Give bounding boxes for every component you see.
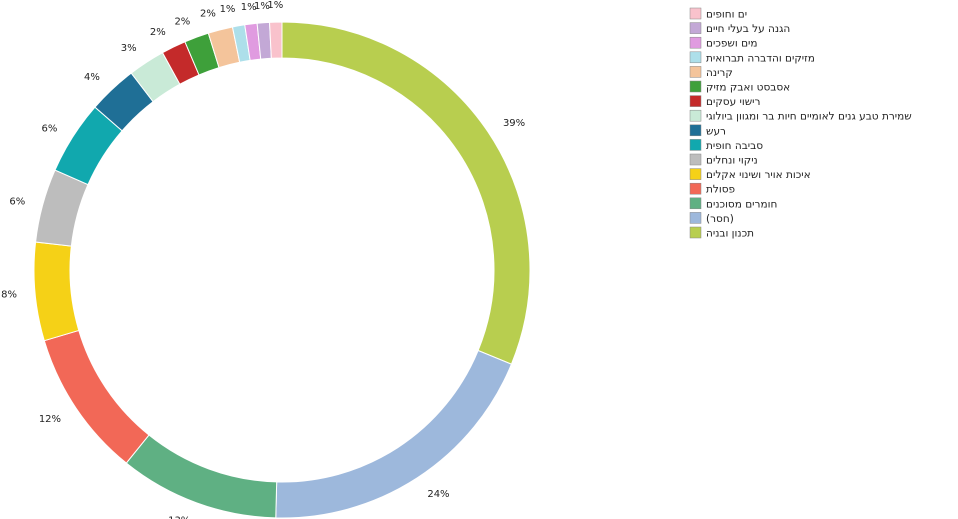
legend-label: מים ושפכים <box>706 38 758 50</box>
legend-label: חומרים מסוכנים <box>706 198 777 210</box>
legend-label: פסולת <box>706 184 735 196</box>
legend-label: ים וחופים <box>706 9 747 21</box>
legend-swatch <box>689 139 702 151</box>
legend-label: סביבה חופית <box>706 140 763 152</box>
slice-percent-label: 2% <box>174 16 190 27</box>
legend-swatch <box>689 95 702 107</box>
legend-label: מזיקים והדברה תברואית <box>706 52 815 64</box>
donut-slice <box>43 329 150 464</box>
legend-label: (חסר) <box>706 213 734 225</box>
legend: ים וחופים הגנה על בעלי חיים מים ושפכים מזיק… <box>689 7 912 240</box>
slice-percent-label: 6% <box>9 197 25 208</box>
legend-swatch <box>689 109 702 122</box>
donut-slice <box>33 241 80 342</box>
slice-percent-label: 2% <box>150 27 166 38</box>
slice-percent-label: 8% <box>1 289 17 300</box>
legend-swatch <box>689 36 702 49</box>
legend-swatch <box>689 197 702 210</box>
legend-swatch <box>689 22 702 34</box>
legend-label: רישוי עסקים <box>706 96 760 108</box>
legend-label: ניקוי ונחלים <box>706 155 758 167</box>
legend-swatch <box>689 124 702 137</box>
legend-swatch <box>689 80 702 93</box>
donut-slice <box>269 21 283 59</box>
slice-percent-label: 39% <box>503 118 525 129</box>
slice-percent-label: 13% <box>168 516 190 519</box>
donut-slices <box>33 21 531 519</box>
legend-label: תכנון ובניה <box>706 228 754 240</box>
legend-swatch <box>689 153 702 166</box>
legend-swatch <box>689 51 702 64</box>
legend-swatch <box>689 182 702 195</box>
slice-percent-label: 6% <box>42 123 58 134</box>
donut-slice <box>281 21 531 365</box>
slice-percent-label: 1% <box>241 2 257 13</box>
legend-label: איכות אויר ושינוי אקלים <box>706 169 811 181</box>
slice-percent-label: 1% <box>267 0 283 11</box>
slice-percent-label: 1% <box>254 1 270 12</box>
legend-label: קרינה <box>706 67 733 79</box>
slice-percent-label: 3% <box>121 43 137 54</box>
legend-swatch <box>689 66 702 78</box>
donut-slice <box>275 349 513 519</box>
slice-percent-label: 24% <box>427 489 449 500</box>
legend-label: הגנה על בעלי חיים <box>706 23 790 35</box>
legend-label: אסבסט ואבק מזיק <box>706 82 790 94</box>
legend-label: רעש <box>706 125 726 137</box>
legend-label: שמירת טבע גנים לאומיים חיות בר ומגוון בי… <box>706 111 912 123</box>
legend-swatch <box>689 7 702 20</box>
legend-swatch <box>689 212 702 224</box>
legend-swatch <box>689 168 702 180</box>
donut-slice <box>125 434 278 519</box>
slice-percent-label: 2% <box>200 8 216 19</box>
slice-percent-label: 1% <box>220 4 236 15</box>
slice-percent-label: 4% <box>84 72 100 83</box>
legend-swatch <box>689 226 702 239</box>
percent-labels: 39%24%13%12%8%6%6%4%3%2%2%2%1%1%1%1% <box>1 0 525 519</box>
slice-percent-label: 12% <box>39 414 61 425</box>
